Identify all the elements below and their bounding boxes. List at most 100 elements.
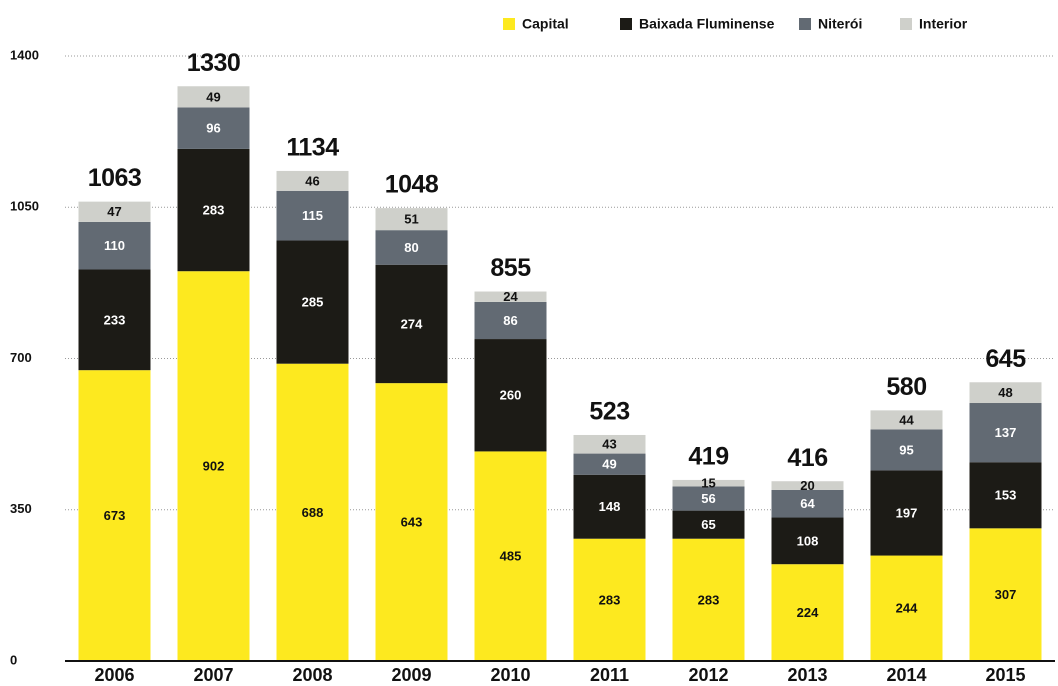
bar-segment	[870, 555, 943, 661]
value-label: 233	[104, 312, 126, 327]
value-label: 96	[206, 121, 220, 136]
y-tick-label: 350	[10, 501, 32, 516]
bar-segment	[474, 291, 547, 302]
value-label: 65	[701, 517, 715, 532]
value-label: 115	[302, 208, 323, 223]
legend-swatch	[900, 18, 912, 30]
x-tick-label: 2014	[886, 665, 926, 685]
bar-segment	[78, 221, 151, 270]
bar-segment	[474, 451, 547, 661]
value-label: 108	[797, 533, 819, 548]
bar-segment	[969, 403, 1042, 463]
value-label: 86	[503, 313, 517, 328]
x-tick-label: 2006	[94, 665, 134, 685]
y-tick-label: 700	[10, 350, 32, 365]
legend-swatch	[503, 18, 515, 30]
total-label: 1330	[187, 49, 241, 77]
value-label: 197	[896, 505, 918, 520]
bar-segment	[276, 363, 349, 661]
value-label: 643	[401, 515, 423, 530]
y-tick-label: 0	[10, 652, 17, 667]
total-label: 1063	[88, 164, 142, 192]
legend-label: Capital	[522, 16, 569, 32]
value-label: 44	[899, 412, 914, 427]
bar-segment	[573, 474, 646, 539]
bar-segment	[78, 269, 151, 371]
value-label: 260	[500, 388, 522, 403]
bar-segment	[771, 489, 844, 518]
bar-segment	[177, 271, 250, 661]
bar-segment	[573, 434, 646, 454]
value-label: 688	[302, 505, 324, 520]
y-tick-label: 1400	[10, 47, 39, 62]
value-label: 43	[602, 437, 616, 452]
x-tick-label: 2013	[787, 665, 827, 685]
bar-segment	[78, 201, 151, 222]
bar-segment	[969, 462, 1042, 529]
value-label: 51	[404, 212, 418, 227]
value-label: 283	[698, 592, 720, 607]
value-label: 24	[503, 289, 518, 304]
bar-segment	[672, 479, 745, 487]
value-label: 80	[404, 240, 418, 255]
bar-segment	[375, 264, 448, 384]
value-label: 274	[401, 316, 423, 331]
value-label: 244	[896, 601, 918, 616]
value-label: 46	[305, 173, 319, 188]
bar-segment	[375, 230, 448, 265]
total-label: 416	[787, 444, 827, 472]
value-label: 110	[104, 238, 125, 253]
bar-segment	[969, 528, 1042, 661]
total-label: 419	[688, 443, 728, 471]
bar-segment	[672, 538, 745, 661]
bar-segment	[771, 517, 844, 565]
bar-segment	[474, 339, 547, 452]
value-label: 485	[500, 549, 522, 564]
bar-segment	[672, 510, 745, 539]
bar-segment	[276, 240, 349, 364]
bar-segment	[573, 538, 646, 661]
value-label: 283	[203, 202, 225, 217]
legend-swatch	[799, 18, 811, 30]
value-label: 15	[701, 476, 715, 491]
total-label: 645	[985, 345, 1026, 373]
bar-segment	[870, 429, 943, 471]
bar-segment	[672, 486, 745, 511]
legend-swatch	[620, 18, 632, 30]
bar-segment	[276, 190, 349, 241]
bar-segment	[771, 564, 844, 661]
bar-segment	[177, 86, 250, 108]
bar-segment	[276, 170, 349, 191]
value-label: 95	[899, 442, 913, 457]
x-tick-label: 2007	[193, 665, 233, 685]
value-label: 153	[995, 488, 1017, 503]
total-label: 1134	[286, 134, 339, 162]
bar-segment	[870, 470, 943, 556]
bar-segment	[474, 301, 547, 340]
x-tick-label: 2009	[391, 665, 431, 685]
value-label: 224	[797, 605, 819, 620]
legend-label: Interior	[919, 16, 968, 32]
legend-label: Baixada Fluminense	[639, 16, 775, 32]
bar-segment	[969, 382, 1042, 404]
value-label: 137	[995, 425, 1017, 440]
total-label: 580	[886, 373, 926, 401]
x-tick-label: 2015	[985, 665, 1025, 685]
bar-segment	[771, 481, 844, 490]
value-label: 56	[701, 491, 715, 506]
y-tick-label: 1050	[10, 199, 39, 214]
value-label: 283	[599, 592, 621, 607]
value-label: 64	[800, 496, 815, 511]
total-label: 523	[589, 398, 629, 426]
bar-segment	[870, 410, 943, 430]
legend-label: Niterói	[818, 16, 862, 32]
value-label: 49	[602, 457, 616, 472]
bar-segment	[375, 208, 448, 231]
bar-segment	[78, 370, 151, 661]
bar-segment	[375, 383, 448, 661]
x-tick-label: 2012	[688, 665, 728, 685]
value-label: 285	[302, 295, 324, 310]
total-label: 855	[490, 254, 531, 282]
x-tick-label: 2010	[490, 665, 530, 685]
